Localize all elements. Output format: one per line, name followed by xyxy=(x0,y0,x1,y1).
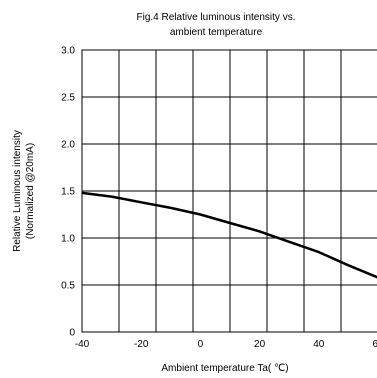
x-tick-label: -40 xyxy=(75,339,90,350)
x-axis-label: Ambient temperature Ta( ℃) xyxy=(161,363,288,374)
data-point xyxy=(259,230,261,233)
data-point xyxy=(111,196,113,198)
data-point xyxy=(288,241,290,243)
y-tick-label: 3.0 xyxy=(61,46,75,57)
y-tick-label: 1.0 xyxy=(61,234,75,245)
y-axis-label-line2: (Normalized @20mA) xyxy=(25,143,36,239)
y-tick-label: 0 xyxy=(69,328,75,339)
x-tick-labels: -40 -20 0 20 40 60 xyxy=(75,339,377,350)
series-lines xyxy=(81,191,377,279)
x-tick-label: 0 xyxy=(198,339,204,350)
data-point xyxy=(81,192,83,194)
x-tick-label: 20 xyxy=(254,339,266,350)
y-tick-label: 0.5 xyxy=(61,281,75,292)
data-point xyxy=(140,201,142,203)
x-tick-label: -20 xyxy=(134,339,149,350)
y-tick-label: 1.5 xyxy=(61,187,75,198)
y-axis-label-line1: Relative Luminous intensity xyxy=(12,130,23,252)
y-tick-label: 2.0 xyxy=(61,140,75,151)
x-tick-label: 40 xyxy=(313,339,325,350)
x-tick-label: 60 xyxy=(372,339,377,350)
plot-frame xyxy=(81,49,377,333)
data-point xyxy=(347,264,349,266)
data-point xyxy=(229,222,231,224)
chart-title-line1: Fig.4 Relative luminous intensity vs. xyxy=(137,12,296,23)
chart-title-line2: ambient temperature xyxy=(170,27,263,38)
grid xyxy=(81,49,377,333)
data-point xyxy=(170,207,172,209)
y-tick-label: 2.5 xyxy=(61,93,75,104)
y-tick-labels: 0 0.5 1.0 1.5 2.0 2.5 3.0 xyxy=(61,46,75,339)
data-point xyxy=(318,251,320,253)
data-point xyxy=(199,213,201,216)
